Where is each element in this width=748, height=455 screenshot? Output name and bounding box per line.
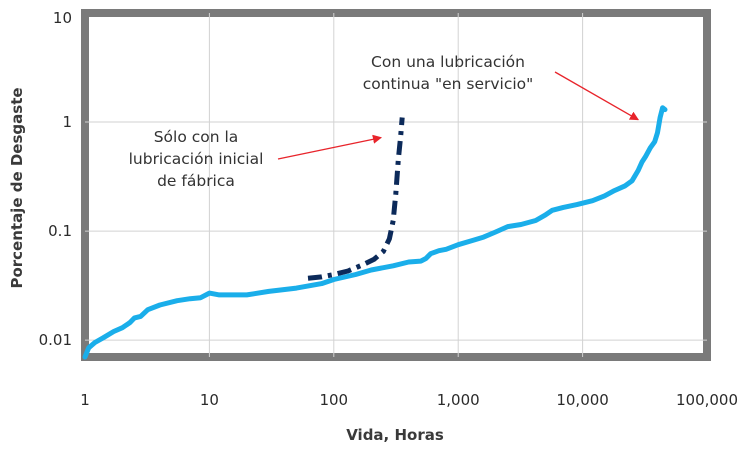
annotations-group: Con una lubricación continua "en servicio… <box>129 53 640 190</box>
y-tick-label: 10 <box>53 9 72 27</box>
x-tick-label: 1 <box>80 391 90 409</box>
y-tick-label: 1 <box>62 113 72 131</box>
y-tick-label: 0.1 <box>48 222 72 240</box>
x-tick-labels: 1 10 100 1,000 10,000 100,000 <box>80 391 738 409</box>
annotation-continuous: Con una lubricación continua "en servicio… <box>363 53 534 93</box>
grid-lines <box>85 13 707 357</box>
y-axis-title: Porcentaje de Desgaste <box>8 87 26 288</box>
series-line-continuous-lubrication <box>82 105 668 360</box>
series-group <box>82 105 668 360</box>
plot-frame <box>81 9 711 361</box>
x-axis-title: Vida, Horas <box>346 426 444 444</box>
series-line-initial-lubrication <box>307 117 405 281</box>
y-tick-labels: 10 1 0.1 0.01 <box>39 9 72 349</box>
y-tick-label: 0.01 <box>39 331 72 349</box>
x-tick-label: 10 <box>200 391 219 409</box>
annotation-initial: Sólo con la lubricación inicial de fábrica <box>129 128 264 190</box>
x-tick-label: 100 <box>319 391 348 409</box>
x-tick-label: 1,000 <box>437 391 480 409</box>
x-tick-label: 100,000 <box>676 391 738 409</box>
annotation-arrow-initial <box>277 134 382 160</box>
x-tick-label: 10,000 <box>556 391 609 409</box>
annotation-arrow-continuous <box>554 71 640 121</box>
